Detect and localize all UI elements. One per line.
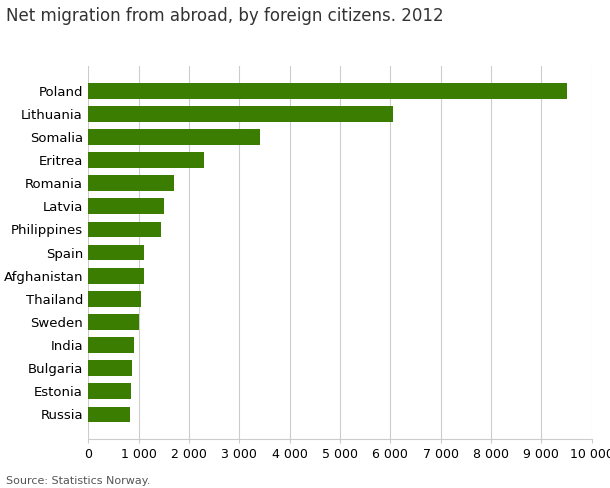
Bar <box>88 129 259 145</box>
Bar <box>88 83 567 99</box>
Bar <box>88 337 134 353</box>
Bar <box>88 291 142 306</box>
Bar <box>88 106 393 122</box>
Bar <box>88 244 144 261</box>
Bar <box>88 360 132 376</box>
Bar <box>88 407 130 422</box>
Bar <box>88 268 144 284</box>
Bar <box>88 384 131 399</box>
Text: Source: Statistics Norway.: Source: Statistics Norway. <box>6 476 151 486</box>
Bar <box>88 175 174 191</box>
Bar <box>88 199 164 214</box>
Bar <box>88 152 204 168</box>
Text: Net migration from abroad, by foreign citizens. 2012: Net migration from abroad, by foreign ci… <box>6 7 443 25</box>
Bar <box>88 314 138 330</box>
Bar <box>88 222 162 237</box>
